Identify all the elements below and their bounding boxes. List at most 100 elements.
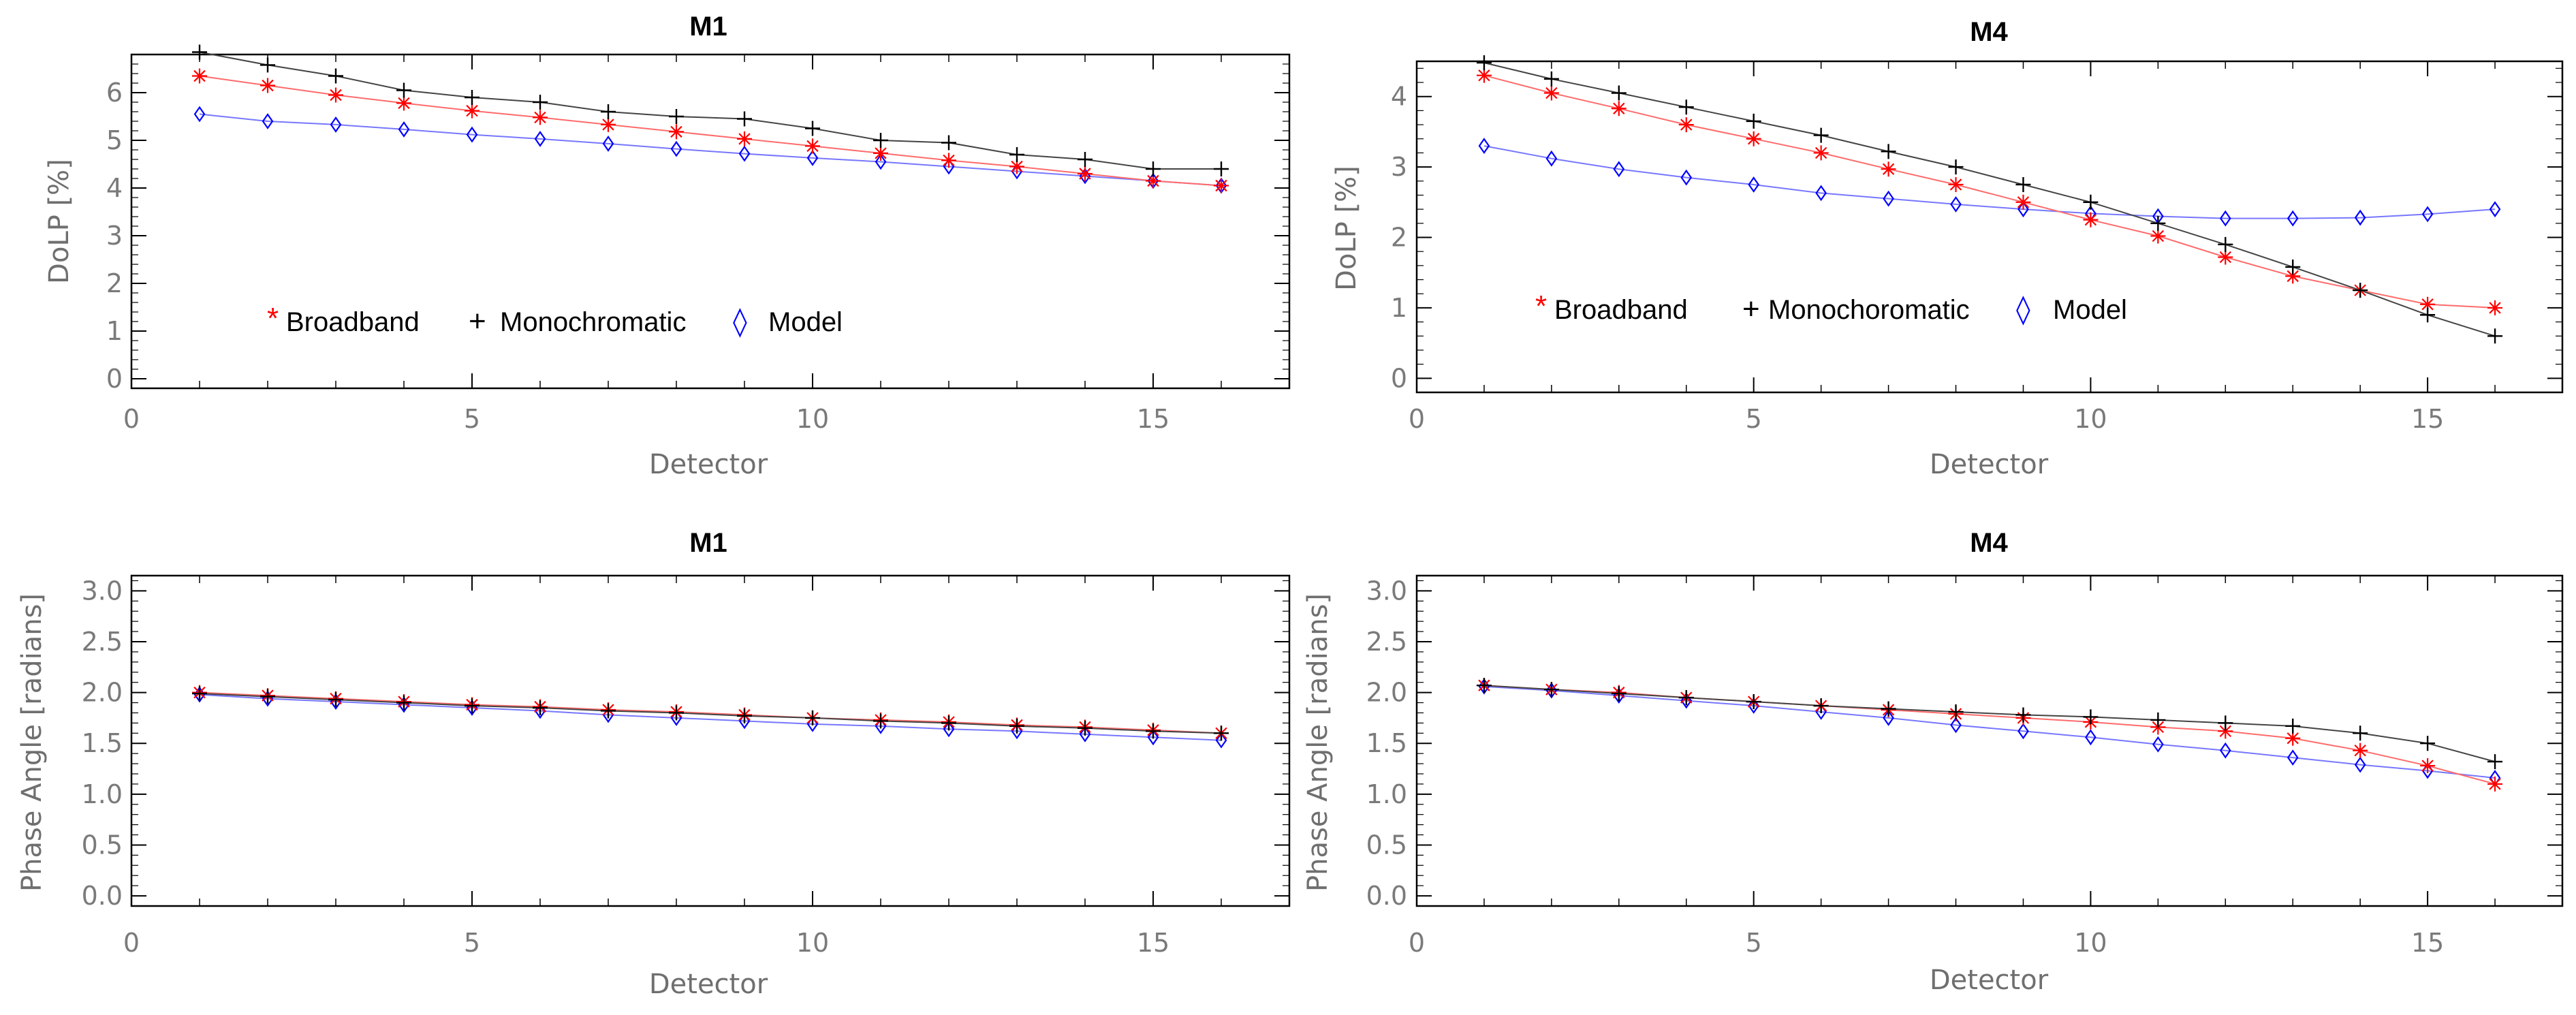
- data-point-monochromatic: [2218, 715, 2233, 731]
- data-point-broadband: [1214, 178, 1229, 193]
- data-point-monochoromatic: [2353, 283, 2368, 298]
- data-point-model: [2354, 209, 2366, 226]
- data-point-broadband: [260, 78, 275, 93]
- panel-marks-phase-m1: 0 5 10 15 0.0 0.5 1.0 1.5 2.0 2.5 3.0: [82, 576, 1290, 958]
- series-line-broadband: [1483, 685, 2496, 785]
- y-tick-label: 0.0: [1366, 881, 1407, 911]
- y-tick-label: 1.0: [82, 779, 123, 809]
- data-point-model: [1883, 710, 1894, 726]
- data-point-broadband: [2015, 194, 2031, 210]
- data-point-monochromatic: [1746, 694, 1761, 710]
- data-point-broadband: [1948, 176, 1964, 192]
- data-point-model: [1545, 150, 1558, 167]
- data-point-model: [1478, 138, 1490, 155]
- data-point-broadband: [1009, 159, 1024, 174]
- x-tick-label: 0: [123, 404, 140, 434]
- data-point-monochoromatic: [1678, 99, 1694, 115]
- data-point-model: [330, 116, 342, 133]
- panel-title: M4: [1970, 17, 2008, 47]
- x-tick-label: 15: [1137, 404, 1169, 434]
- panel-phase-m4: M4 Phase Angle [radians] Detector: [1302, 528, 2564, 996]
- series-line-monochromatic: [199, 51, 1221, 170]
- data-point-monochoromatic: [1476, 55, 1492, 71]
- data-point-broadband: [328, 87, 343, 103]
- data-point-monochromatic: [1611, 686, 1627, 702]
- data-point-model: [262, 113, 274, 129]
- data-point-monochromatic: [2285, 718, 2301, 734]
- chart-marks: 0 5 10 15 0 1 2 3 4 5 6 0 5 10 15 0 1 2 3 4 0 5 10 15 0.0 0.5 1.0 1…: [82, 44, 2563, 958]
- data-point-broadband: [2150, 228, 2166, 244]
- series-line-model: [1483, 685, 2496, 779]
- data-point-broadband: [737, 131, 752, 146]
- data-point-monochromatic: [941, 715, 956, 731]
- data-point-broadband: [1543, 85, 1559, 101]
- data-point-model: [943, 721, 955, 738]
- data-point-monochromatic: [669, 109, 684, 124]
- y-tick-label: 3.0: [82, 576, 123, 606]
- x-tick-label: 0: [1409, 404, 1425, 434]
- legend-marker-monochoromatic: +: [1742, 292, 1760, 326]
- data-point-monochoromatic: [2420, 307, 2436, 323]
- data-point-broadband: [1881, 161, 1896, 177]
- legend: * Broadband + Monochromatic ◊ Model: [267, 302, 843, 338]
- data-point-monochromatic: [1009, 718, 1024, 734]
- series-line-model: [199, 693, 1222, 741]
- data-point-monochoromatic: [1746, 113, 1761, 129]
- data-point-broadband: [2420, 296, 2436, 312]
- y-tick-label: 2.5: [82, 627, 123, 657]
- data-point-monochromatic: [1476, 678, 1492, 693]
- data-point-monochromatic: [873, 713, 888, 729]
- data-point-model: [1815, 185, 1827, 202]
- panel-phase-m1: M1 Phase Angle [radians] Detector: [16, 528, 1291, 1000]
- panel-title: M1: [689, 528, 727, 558]
- data-point-model: [1478, 678, 1490, 695]
- data-point-monochromatic: [1678, 690, 1694, 706]
- data-point-monochromatic: [396, 695, 411, 710]
- data-point-broadband: [1146, 173, 1161, 189]
- data-point-model: [875, 153, 887, 170]
- data-point-monochromatic: [2487, 754, 2503, 770]
- data-point-model: [2287, 749, 2299, 766]
- y-axis-label: DoLP [%]: [1331, 166, 1362, 291]
- data-point-monochromatic: [2420, 736, 2436, 751]
- data-point-monochromatic: [1078, 152, 1093, 167]
- data-point-monochoromatic: [2218, 236, 2233, 252]
- y-tick-label: 2.0: [1366, 678, 1407, 708]
- plot-frame: [130, 53, 1291, 390]
- data-point-model: [1079, 725, 1091, 743]
- panel-marks-dolp-m1: 0 5 10 15 0 1 2 3 4 5 6: [106, 44, 1290, 434]
- data-point-broadband: [941, 153, 956, 168]
- data-point-monochromatic: [601, 104, 616, 119]
- data-point-monochromatic: [737, 111, 752, 127]
- panel-title: M4: [1970, 528, 2008, 558]
- x-axis-label: Detector: [649, 969, 768, 1000]
- series-line-monochromatic: [1483, 685, 2496, 763]
- y-tick-label: 0: [1391, 363, 1407, 393]
- data-point-broadband: [533, 110, 548, 125]
- data-point-monochromatic: [1146, 161, 1161, 176]
- data-point-monochromatic: [192, 44, 207, 60]
- data-point-broadband: [1611, 101, 1627, 116]
- data-point-broadband: [669, 124, 684, 140]
- data-point-broadband: [873, 145, 888, 161]
- series-line-model: [199, 113, 1222, 187]
- x-axis-label: Detector: [1930, 965, 2049, 996]
- data-point-model: [2287, 210, 2299, 227]
- data-point-monochromatic: [601, 703, 616, 719]
- y-tick-label: 4: [106, 173, 123, 203]
- data-point-model: [2354, 756, 2366, 773]
- x-tick-label: 0: [1409, 928, 1425, 958]
- panel-marks-dolp-m4: 0 5 10 15 0 1 2 3 4: [1391, 55, 2563, 434]
- data-point-model: [1748, 176, 1760, 193]
- data-point-monochromatic: [2353, 725, 2368, 741]
- x-tick-label: 10: [2074, 404, 2107, 434]
- data-point-monochoromatic: [1948, 159, 1964, 175]
- data-point-monochromatic: [465, 698, 480, 714]
- data-point-monochoromatic: [1881, 144, 1896, 159]
- data-point-monochromatic: [1078, 720, 1093, 736]
- data-point-monochromatic: [328, 68, 343, 84]
- data-point-monochromatic: [533, 95, 548, 110]
- y-tick-label: 2.5: [1366, 627, 1407, 657]
- x-axis-label: Detector: [1930, 449, 2049, 480]
- x-tick-label: 15: [1137, 928, 1169, 958]
